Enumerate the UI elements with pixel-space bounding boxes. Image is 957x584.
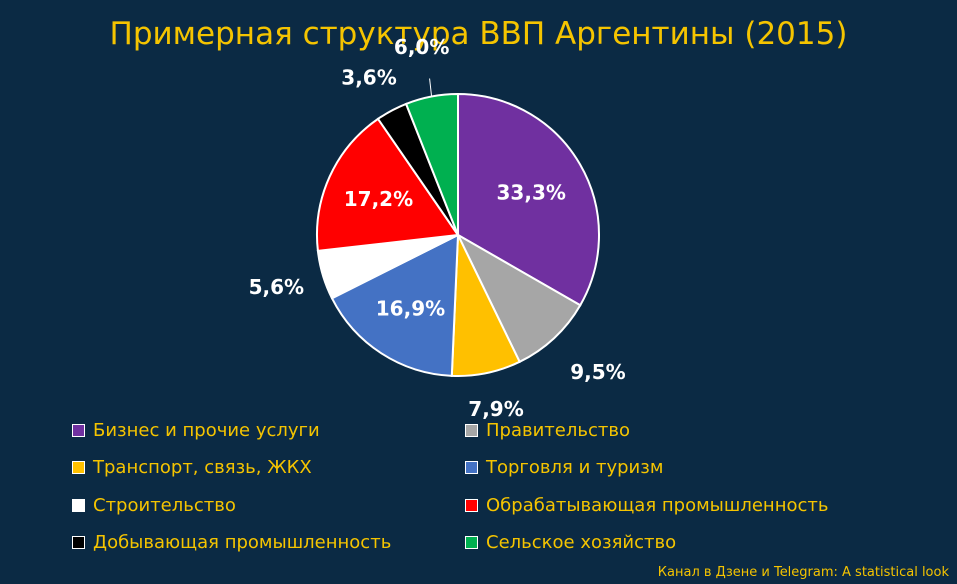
credit-text: Канал в Дзене и Telegram: A statistical … (657, 565, 949, 580)
slice-data-label: 16,9% (376, 296, 445, 320)
pie-slice (316, 117, 460, 253)
pie-slice (404, 92, 459, 236)
slice-data-label: 9,5% (570, 360, 625, 384)
pie-slice (330, 233, 460, 377)
slice-data-label: 7,9% (468, 397, 523, 421)
pie-slice (457, 92, 600, 307)
leader-line (429, 78, 433, 97)
chart-title: Примерная структура ВВП Аргентины (2015) (109, 16, 848, 52)
slice-data-label: 3,6% (341, 65, 396, 89)
slice-data-label: 5,6% (249, 275, 304, 299)
slice-data-label: 33,3% (497, 181, 566, 205)
slice-data-label: 6,0% (394, 35, 449, 59)
slice-data-label: 17,2% (344, 187, 413, 211)
pie-slice (455, 232, 582, 364)
